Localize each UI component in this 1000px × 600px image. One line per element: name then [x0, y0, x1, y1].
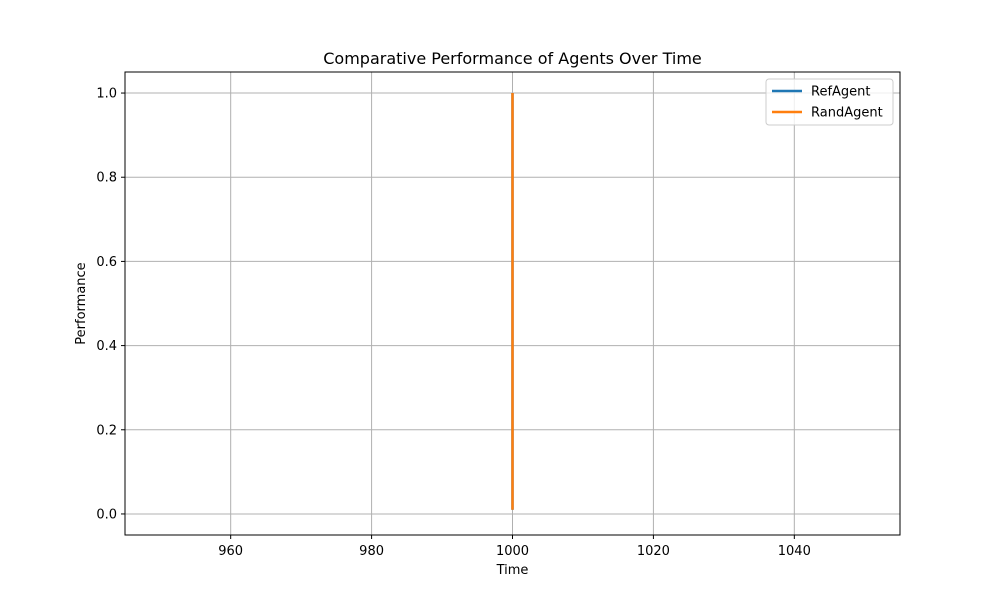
y-tick-label: 0.8: [96, 171, 117, 186]
x-tick-label: 980: [359, 544, 384, 559]
legend-label-randagent: RandAgent: [811, 106, 883, 121]
y-tick-label: 0.6: [96, 255, 117, 270]
x-tick-label: 960: [218, 544, 243, 559]
y-axis-ticks: 0.0 0.2 0.4 0.6 0.8 1.0: [96, 87, 125, 522]
legend: RefAgent RandAgent: [765, 78, 894, 126]
x-tick-label: 1040: [778, 544, 811, 559]
legend-label-refagent: RefAgent: [811, 85, 871, 100]
x-tick-label: 1000: [496, 544, 529, 559]
y-tick-label: 0.0: [96, 507, 117, 522]
y-tick-label: 0.2: [96, 423, 117, 438]
x-axis-ticks: 960 980 1000 1020 1040: [218, 535, 811, 559]
chart-title: Comparative Performance of Agents Over T…: [323, 49, 702, 68]
x-tick-label: 1020: [637, 544, 670, 559]
y-axis-label: Performance: [74, 262, 89, 344]
y-tick-label: 0.4: [96, 339, 117, 354]
x-axis-label: Time: [496, 563, 529, 578]
y-tick-label: 1.0: [96, 87, 117, 102]
